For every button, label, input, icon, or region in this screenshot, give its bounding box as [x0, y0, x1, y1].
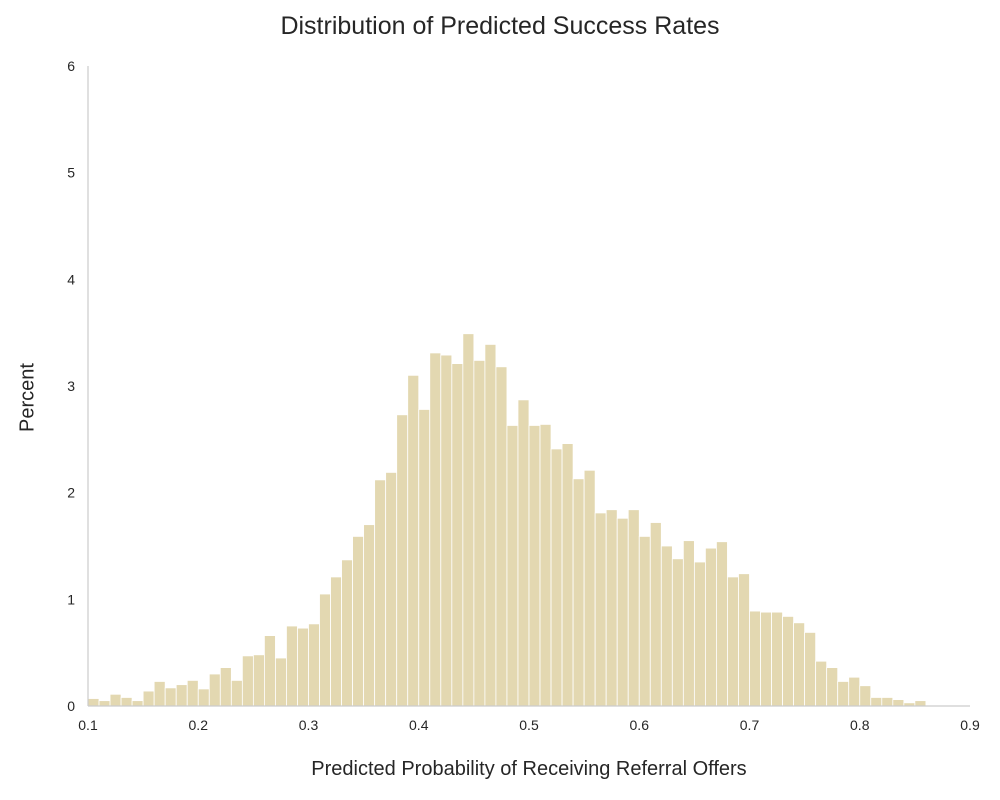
x-tick-label: 0.3 [299, 717, 319, 733]
histogram-bar [440, 354, 453, 707]
x-axis-ticks: 0.1 0.2 0.3 0.4 0.5 0.6 0.7 0.8 0.9 [78, 717, 980, 733]
histogram-bar [495, 366, 508, 707]
histogram-bar [749, 610, 761, 707]
histogram-bar [627, 509, 640, 707]
histogram-bar [705, 547, 717, 707]
histogram-bar [539, 423, 552, 707]
y-tick-label: 6 [67, 58, 75, 74]
histogram-bar [197, 688, 210, 707]
histogram-bar [881, 697, 894, 707]
histogram-bar [297, 627, 309, 707]
histogram-bar [363, 524, 376, 707]
histogram-bar [848, 676, 861, 707]
histogram-bar [682, 540, 695, 707]
x-axis-label: Predicted Probability of Receiving Refer… [311, 758, 747, 780]
histogram-bar [230, 680, 243, 707]
histogram-bar [153, 681, 166, 707]
histogram-bar [738, 573, 750, 707]
histogram-bar [473, 359, 486, 707]
histogram-bar [760, 611, 772, 707]
histogram-bar [605, 509, 618, 707]
histogram-bar [131, 700, 144, 707]
histogram-bar [462, 333, 475, 707]
histogram-bar [275, 657, 287, 707]
x-tick-label: 0.6 [630, 717, 650, 733]
histogram-bar [826, 667, 839, 707]
histogram-bar [330, 576, 342, 707]
y-tick-label: 2 [67, 485, 75, 501]
histogram-bar [418, 409, 431, 707]
histogram-bar [164, 687, 177, 707]
histogram-bar [186, 680, 199, 707]
histogram-bar [175, 684, 188, 707]
histogram-bar [914, 700, 927, 707]
y-tick-label: 4 [67, 271, 75, 287]
chart-title: Distribution of Predicted Success Rates [280, 12, 720, 40]
histogram-bar [407, 374, 420, 707]
x-tick-label: 0.4 [409, 717, 429, 733]
x-tick-label: 0.8 [850, 717, 870, 733]
histogram-bar [528, 425, 541, 707]
histogram-bar [782, 616, 795, 707]
histogram-bar [308, 623, 320, 707]
histogram-bar [660, 545, 673, 707]
histogram-bar [693, 561, 706, 707]
histogram-bar [793, 622, 806, 707]
histogram-bar [208, 673, 221, 707]
histogram-bar [506, 425, 519, 707]
histogram-bar [771, 611, 783, 707]
histogram-bar [716, 541, 728, 707]
x-tick-label: 0.1 [78, 717, 98, 733]
histogram-bar [286, 625, 298, 707]
x-tick-label: 0.2 [189, 717, 209, 733]
histogram-bar [142, 690, 155, 707]
histogram-bar [98, 700, 111, 707]
histogram-bar [374, 479, 387, 707]
histogram-bar [616, 517, 629, 707]
y-tick-label: 3 [67, 378, 75, 394]
histogram-bar [87, 698, 100, 707]
histogram-bar [241, 655, 254, 707]
histogram-bar [815, 660, 828, 707]
histogram-bar [385, 471, 398, 707]
histogram-bar [572, 478, 585, 707]
y-tick-label: 1 [67, 591, 75, 607]
histogram-bar [837, 681, 850, 707]
y-tick-label: 0 [67, 698, 75, 714]
histogram-bar [341, 559, 354, 707]
histogram-bar [109, 693, 122, 707]
histogram-bar [396, 414, 409, 707]
histogram-bar [583, 469, 596, 707]
histogram-bar [120, 697, 133, 707]
histogram-bar [352, 536, 365, 707]
histogram-bar [649, 522, 662, 707]
histogram-bar [870, 697, 883, 707]
histogram-bar [451, 363, 464, 707]
histogram-bar [517, 399, 530, 707]
histogram-bar [484, 343, 497, 707]
y-axis-ticks: 0 1 2 3 4 5 6 [67, 58, 75, 714]
x-tick-label: 0.5 [519, 717, 539, 733]
x-tick-label: 0.7 [740, 717, 760, 733]
histogram-bar [638, 536, 651, 707]
x-tick-label: 0.9 [960, 717, 980, 733]
histogram-bar [252, 654, 265, 707]
histogram-bar [671, 558, 684, 707]
histogram-bar [804, 632, 817, 707]
histogram-bar [859, 685, 872, 707]
histogram-bars [87, 333, 927, 707]
histogram-bar [892, 699, 905, 707]
histogram-bar [263, 635, 276, 707]
histogram-bar [319, 593, 331, 707]
y-tick-label: 5 [67, 165, 75, 181]
histogram-bar [550, 448, 563, 707]
histogram-bar [594, 512, 607, 707]
histogram-bar [219, 667, 232, 707]
histogram-bar [429, 352, 442, 707]
histogram-bar [561, 443, 574, 707]
histogram-bar [727, 576, 739, 707]
